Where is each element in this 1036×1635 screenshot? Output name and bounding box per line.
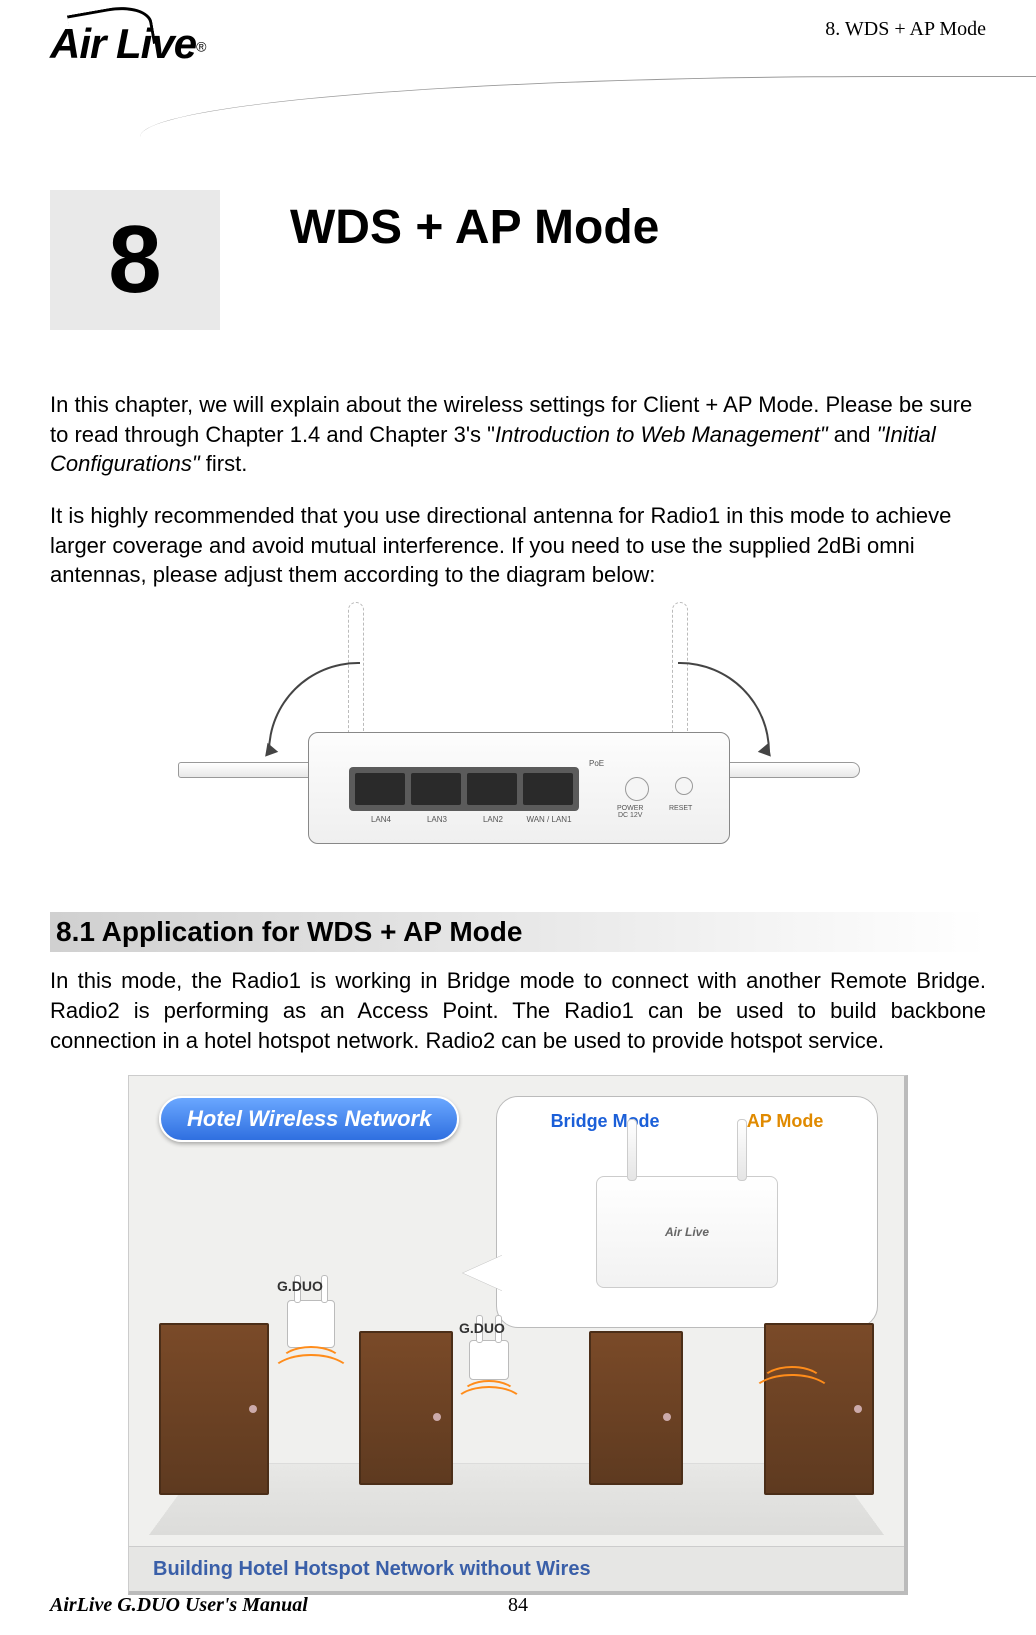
mini-antenna-right-icon	[737, 1119, 747, 1181]
router-ports-icon	[349, 767, 579, 811]
power-label: POWER DC 12V	[617, 805, 643, 819]
gduo-label-1: G.DUO	[277, 1278, 323, 1294]
mini-antenna-left-icon	[627, 1119, 637, 1181]
page: Air Live® 8. WDS + AP Mode 8 WDS + AP Mo…	[0, 0, 1036, 1635]
intro-p1-i1: Introduction to Web Management"	[495, 422, 828, 447]
power-jack-icon	[625, 777, 649, 801]
intro-p1-b: and	[828, 422, 877, 447]
router-body-icon: LAN4 LAN3 LAN2 WAN / LAN1 PoE POWER DC 1…	[308, 732, 730, 844]
reset-button-icon	[675, 777, 693, 795]
section-text: In this mode, the Radio1 is working in B…	[50, 966, 986, 1055]
gduo-label-2: G.DUO	[459, 1320, 505, 1336]
corridor: G.DUO G.DUO	[149, 1306, 884, 1535]
wave-icon	[750, 1374, 834, 1418]
footer-page-number: 84	[50, 1594, 986, 1617]
hotel-pill: Hotel Wireless Network	[159, 1096, 459, 1142]
antenna-out-left-icon	[178, 762, 320, 778]
poe-label: PoE	[589, 759, 604, 768]
footer: AirLive G.DUO User's Manual 84	[50, 1594, 986, 1617]
reset-label: RESET	[669, 805, 692, 812]
door-icon	[589, 1331, 683, 1485]
bridge-mode-label: Bridge Mode	[551, 1111, 660, 1132]
section-heading: 8.1 Application for WDS + AP Mode	[50, 912, 986, 952]
door-icon	[359, 1331, 453, 1485]
intro-text: In this chapter, we will explain about t…	[50, 390, 986, 590]
intro-p2: It is highly recommended that you use di…	[50, 501, 986, 590]
antenna-diagram: LAN4 LAN3 LAN2 WAN / LAN1 PoE POWER DC 1…	[198, 612, 838, 872]
antenna-out-right-icon	[718, 762, 860, 778]
callout-labels: Bridge Mode AP Mode	[497, 1097, 877, 1132]
chapter-title: WDS + AP Mode	[290, 190, 659, 255]
callout-device-icon: Air Live	[596, 1176, 778, 1288]
ap-mode-label: AP Mode	[747, 1111, 824, 1132]
hotel-illustration: Hotel Wireless Network Bridge Mode AP Mo…	[128, 1075, 908, 1595]
intro-p1: In this chapter, we will explain about t…	[50, 390, 986, 479]
illustration-caption: Building Hotel Hotspot Network without W…	[129, 1546, 904, 1591]
gduo-box-icon	[287, 1300, 335, 1348]
door-icon	[159, 1323, 269, 1495]
port-labels: LAN4 LAN3 LAN2 WAN / LAN1	[353, 815, 577, 824]
intro-p1-c: first.	[200, 451, 248, 476]
logo-registered-icon: ®	[196, 39, 206, 55]
callout-device-logo: Air Live	[665, 1225, 709, 1239]
chapter-number-box: 8	[50, 190, 220, 330]
wave-icon	[453, 1386, 525, 1424]
logo: Air Live®	[50, 10, 310, 100]
breadcrumb: 8. WDS + AP Mode	[825, 10, 986, 41]
wave-icon	[269, 1354, 353, 1398]
callout-tail-icon	[463, 1255, 503, 1291]
gduo-box-icon	[469, 1340, 509, 1380]
chapter-header: 8 WDS + AP Mode	[50, 190, 986, 330]
callout-bubble: Bridge Mode AP Mode Air Live	[496, 1096, 878, 1328]
